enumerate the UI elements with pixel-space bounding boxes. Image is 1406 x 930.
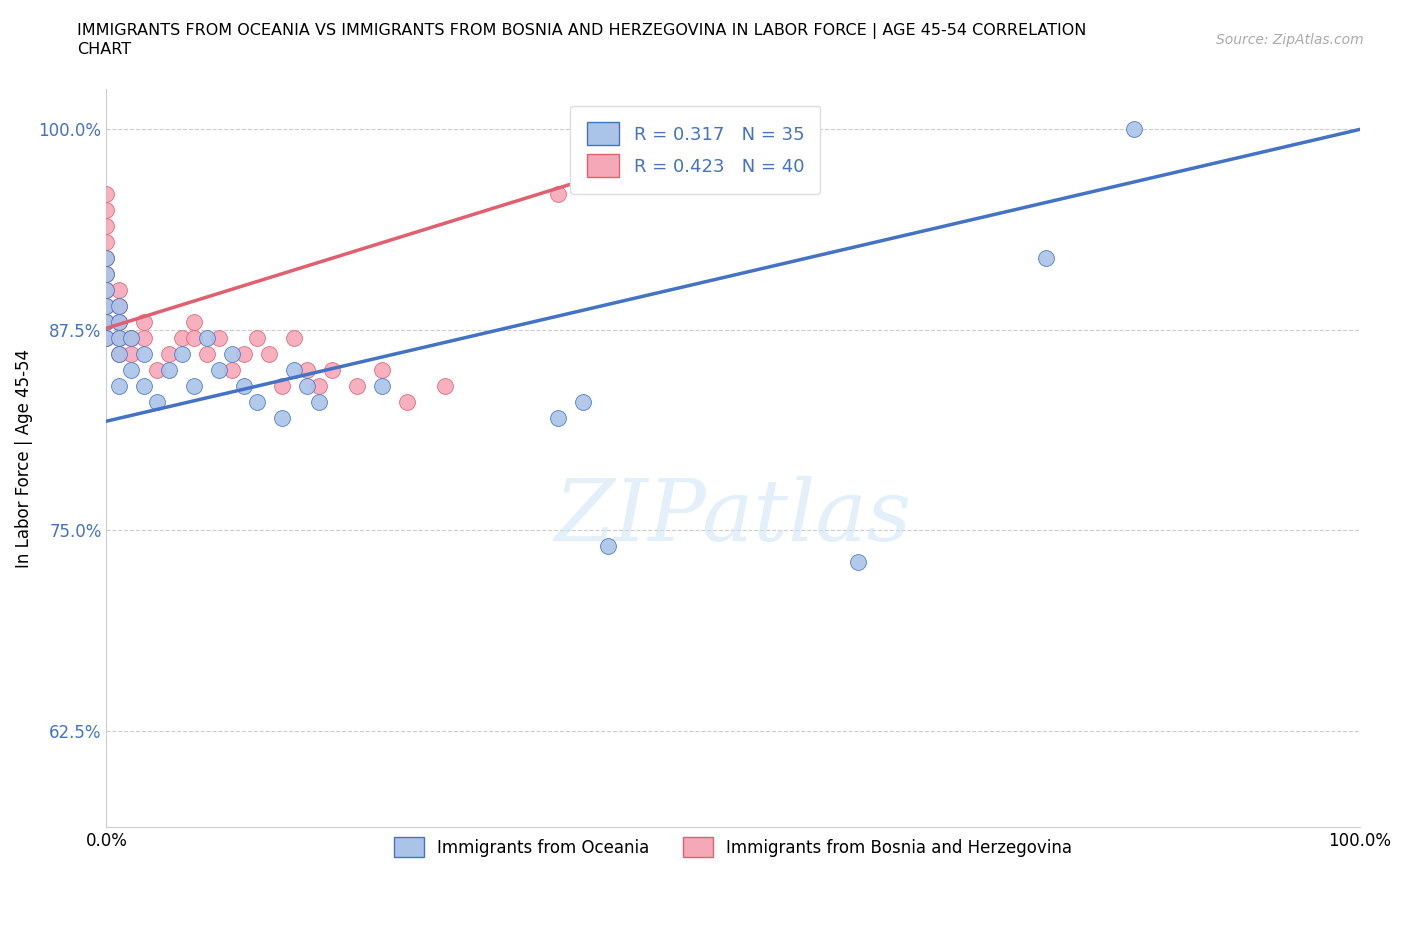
Point	[96, 314, 118, 329]
Point	[121, 347, 143, 362]
Point	[283, 330, 305, 345]
Point	[221, 363, 243, 378]
Point	[96, 330, 118, 345]
Point	[270, 379, 292, 393]
Point	[371, 363, 394, 378]
Point	[108, 330, 131, 345]
Point	[108, 330, 131, 345]
Point	[96, 202, 118, 217]
Point	[96, 299, 118, 313]
Point	[183, 314, 205, 329]
Point	[170, 347, 193, 362]
Text: IMMIGRANTS FROM OCEANIA VS IMMIGRANTS FROM BOSNIA AND HERZEGOVINA IN LABOR FORCE: IMMIGRANTS FROM OCEANIA VS IMMIGRANTS FR…	[77, 23, 1087, 57]
Point	[308, 379, 330, 393]
Point	[96, 283, 118, 298]
Point	[259, 347, 281, 362]
Point	[221, 347, 243, 362]
Point	[346, 379, 368, 393]
Point	[295, 379, 318, 393]
Point	[96, 299, 118, 313]
Point	[96, 250, 118, 265]
Point	[108, 299, 131, 313]
Y-axis label: In Labor Force | Age 45-54: In Labor Force | Age 45-54	[15, 349, 32, 567]
Point	[108, 347, 131, 362]
Point	[308, 394, 330, 409]
Point	[846, 555, 869, 570]
Point	[547, 186, 569, 201]
Point	[108, 299, 131, 313]
Point	[571, 394, 593, 409]
Point	[108, 314, 131, 329]
Point	[208, 363, 231, 378]
Point	[1035, 250, 1057, 265]
Text: ZIPatlas: ZIPatlas	[554, 476, 911, 558]
Point	[108, 283, 131, 298]
Point	[246, 330, 269, 345]
Point	[132, 330, 155, 345]
Point	[547, 410, 569, 425]
Point	[145, 363, 167, 378]
Point	[121, 363, 143, 378]
Point	[132, 347, 155, 362]
Point	[96, 234, 118, 249]
Point	[233, 347, 256, 362]
Point	[108, 314, 131, 329]
Text: Source: ZipAtlas.com: Source: ZipAtlas.com	[1216, 33, 1364, 46]
Point	[96, 266, 118, 281]
Point	[132, 314, 155, 329]
Point	[157, 347, 180, 362]
Point	[96, 314, 118, 329]
Point	[96, 219, 118, 233]
Point	[371, 379, 394, 393]
Point	[108, 347, 131, 362]
Point	[283, 363, 305, 378]
Point	[195, 347, 218, 362]
Point	[96, 266, 118, 281]
Point	[295, 363, 318, 378]
Point	[396, 394, 419, 409]
Point	[233, 379, 256, 393]
Point	[183, 379, 205, 393]
Point	[246, 394, 269, 409]
Point	[121, 330, 143, 345]
Point	[121, 330, 143, 345]
Point	[208, 330, 231, 345]
Point	[96, 283, 118, 298]
Point	[145, 394, 167, 409]
Point	[270, 410, 292, 425]
Point	[108, 379, 131, 393]
Point	[96, 330, 118, 345]
Point	[596, 538, 619, 553]
Point	[170, 330, 193, 345]
Point	[157, 363, 180, 378]
Point	[96, 250, 118, 265]
Legend: Immigrants from Oceania, Immigrants from Bosnia and Herzegovina: Immigrants from Oceania, Immigrants from…	[381, 824, 1085, 870]
Point	[321, 363, 343, 378]
Point	[195, 330, 218, 345]
Point	[96, 186, 118, 201]
Point	[132, 379, 155, 393]
Point	[1123, 122, 1146, 137]
Point	[433, 379, 456, 393]
Point	[183, 330, 205, 345]
